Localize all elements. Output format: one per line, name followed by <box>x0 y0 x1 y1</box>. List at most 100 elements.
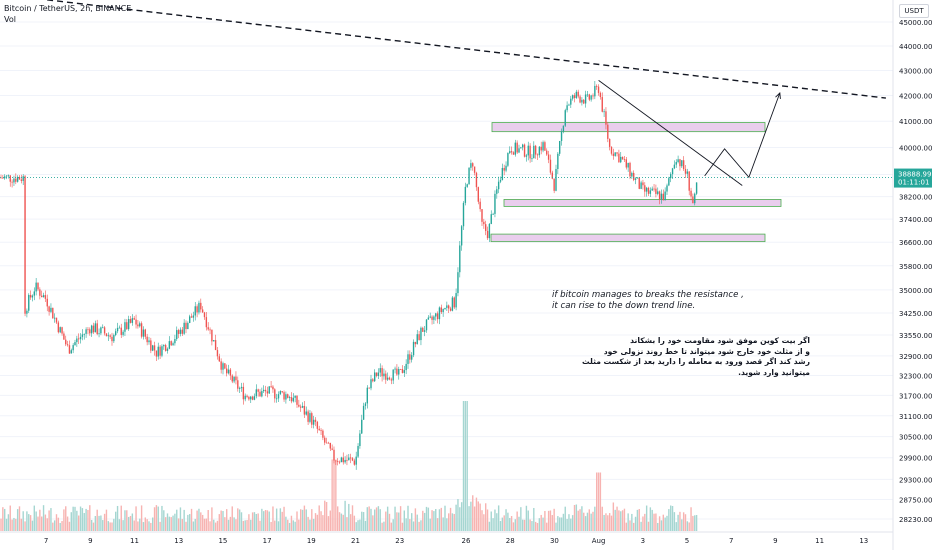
volume-bar <box>401 522 404 531</box>
projection-path[interactable] <box>704 92 781 179</box>
volume-bar <box>420 520 422 531</box>
candle-body <box>631 172 633 177</box>
price-tick-label: 37400.00 <box>899 216 932 224</box>
candle-body <box>381 368 383 377</box>
candle-body <box>597 86 600 93</box>
candle-body <box>207 327 209 330</box>
volume-bar <box>307 516 309 531</box>
volume-bar <box>311 509 313 531</box>
volume-bar <box>240 512 243 531</box>
volume-bar <box>479 503 481 531</box>
volume-bar <box>152 517 154 531</box>
candle-body <box>518 148 520 153</box>
time-tick-label: 5 <box>685 537 689 545</box>
candle-body <box>124 322 126 332</box>
candle-body <box>677 159 679 163</box>
candle-body <box>690 190 692 197</box>
candle-body <box>42 295 45 298</box>
volume-bar <box>560 517 563 531</box>
candle-body <box>638 177 640 189</box>
volume-bar <box>351 505 354 531</box>
candle-body <box>547 154 550 160</box>
candle-body <box>510 151 513 153</box>
price-axis[interactable]: 45000.00 44000.00 43000.00 42000.00 41000.00… <box>892 0 932 550</box>
volume-bar <box>190 508 193 531</box>
candle-body <box>22 176 24 181</box>
volume-bar <box>446 518 448 531</box>
volume-bar <box>488 521 491 531</box>
volume-bar <box>392 519 394 531</box>
volume-bar <box>35 511 37 531</box>
candle-body <box>396 368 398 375</box>
candle-body <box>189 316 191 323</box>
volume-bar <box>385 511 387 531</box>
volume-bar <box>658 516 661 531</box>
symbol-title[interactable]: Bitcoin / TetherUS, 2h, BINANCE <box>4 4 132 13</box>
volume-bar <box>198 508 200 531</box>
time-tick-label: 9 <box>773 537 777 545</box>
volume-bar <box>571 515 574 531</box>
candle-body <box>392 369 394 381</box>
candle-body <box>666 185 668 192</box>
candle-body <box>682 160 685 170</box>
volume-bar <box>133 520 135 531</box>
candle-body <box>331 448 333 450</box>
currency-badge[interactable]: USDT <box>899 4 929 18</box>
candlesticks <box>0 80 698 470</box>
volume-bar <box>238 509 241 531</box>
candle-body <box>29 294 32 298</box>
english-annotation[interactable]: if bitcoin manages to breaks the resista… <box>552 290 744 312</box>
volume-bar <box>542 517 544 531</box>
time-axis[interactable]: 7 9 11 13 15 17 19 21 23 26 28 30 Aug 3 5 7 9 11 13 <box>0 531 893 545</box>
support-resistance-zones[interactable] <box>490 122 782 243</box>
candle-body <box>385 373 387 380</box>
candle-body <box>65 339 67 345</box>
projection-polyline <box>704 92 781 179</box>
volume-bar <box>37 516 39 531</box>
candle-body <box>78 338 80 340</box>
candle-body <box>614 152 616 156</box>
persian-annotation[interactable]: اگر بیت کوین موفق شود مقاومت خود را بشکا… <box>582 336 810 378</box>
candle-body <box>283 392 285 400</box>
volume-bar <box>514 519 516 531</box>
volume-bar <box>547 510 550 531</box>
candle-body <box>462 202 465 227</box>
volume-bar <box>179 507 182 531</box>
time-tick-label: 17 <box>263 537 272 545</box>
volume-bar <box>2 507 4 531</box>
volume-bar <box>237 508 239 531</box>
candle-body <box>505 165 507 171</box>
candle-body <box>431 316 433 320</box>
candle-body <box>368 387 370 389</box>
volume-bar <box>42 505 45 531</box>
volume-bar <box>388 513 391 531</box>
volume-bar <box>435 509 437 531</box>
volume-bar <box>127 516 130 531</box>
candle-body <box>584 94 587 104</box>
candle-body <box>529 145 531 159</box>
candle-body <box>261 391 263 397</box>
volume-bar <box>695 514 698 531</box>
candle-body <box>470 163 472 168</box>
trend-lines[interactable] <box>0 0 886 186</box>
volume-bar <box>44 514 47 531</box>
candle-body <box>170 341 172 346</box>
candle-body <box>174 339 176 344</box>
candle-body <box>496 189 498 194</box>
volume-bar <box>481 510 483 531</box>
grid-lines <box>0 21 893 520</box>
volume-bar <box>246 520 248 531</box>
time-tick-label: 15 <box>218 537 227 545</box>
volume-bar <box>201 514 204 531</box>
candle-body <box>612 153 615 156</box>
candle-body <box>344 459 346 463</box>
volume-bar <box>442 517 444 531</box>
candle-body <box>57 322 60 333</box>
volume-label[interactable]: Vol <box>4 15 16 24</box>
volume-bar <box>107 521 109 531</box>
volume-bar <box>115 511 117 531</box>
candle-body <box>148 340 150 343</box>
time-tick-label: 11 <box>130 537 139 545</box>
candle-body <box>176 330 178 340</box>
